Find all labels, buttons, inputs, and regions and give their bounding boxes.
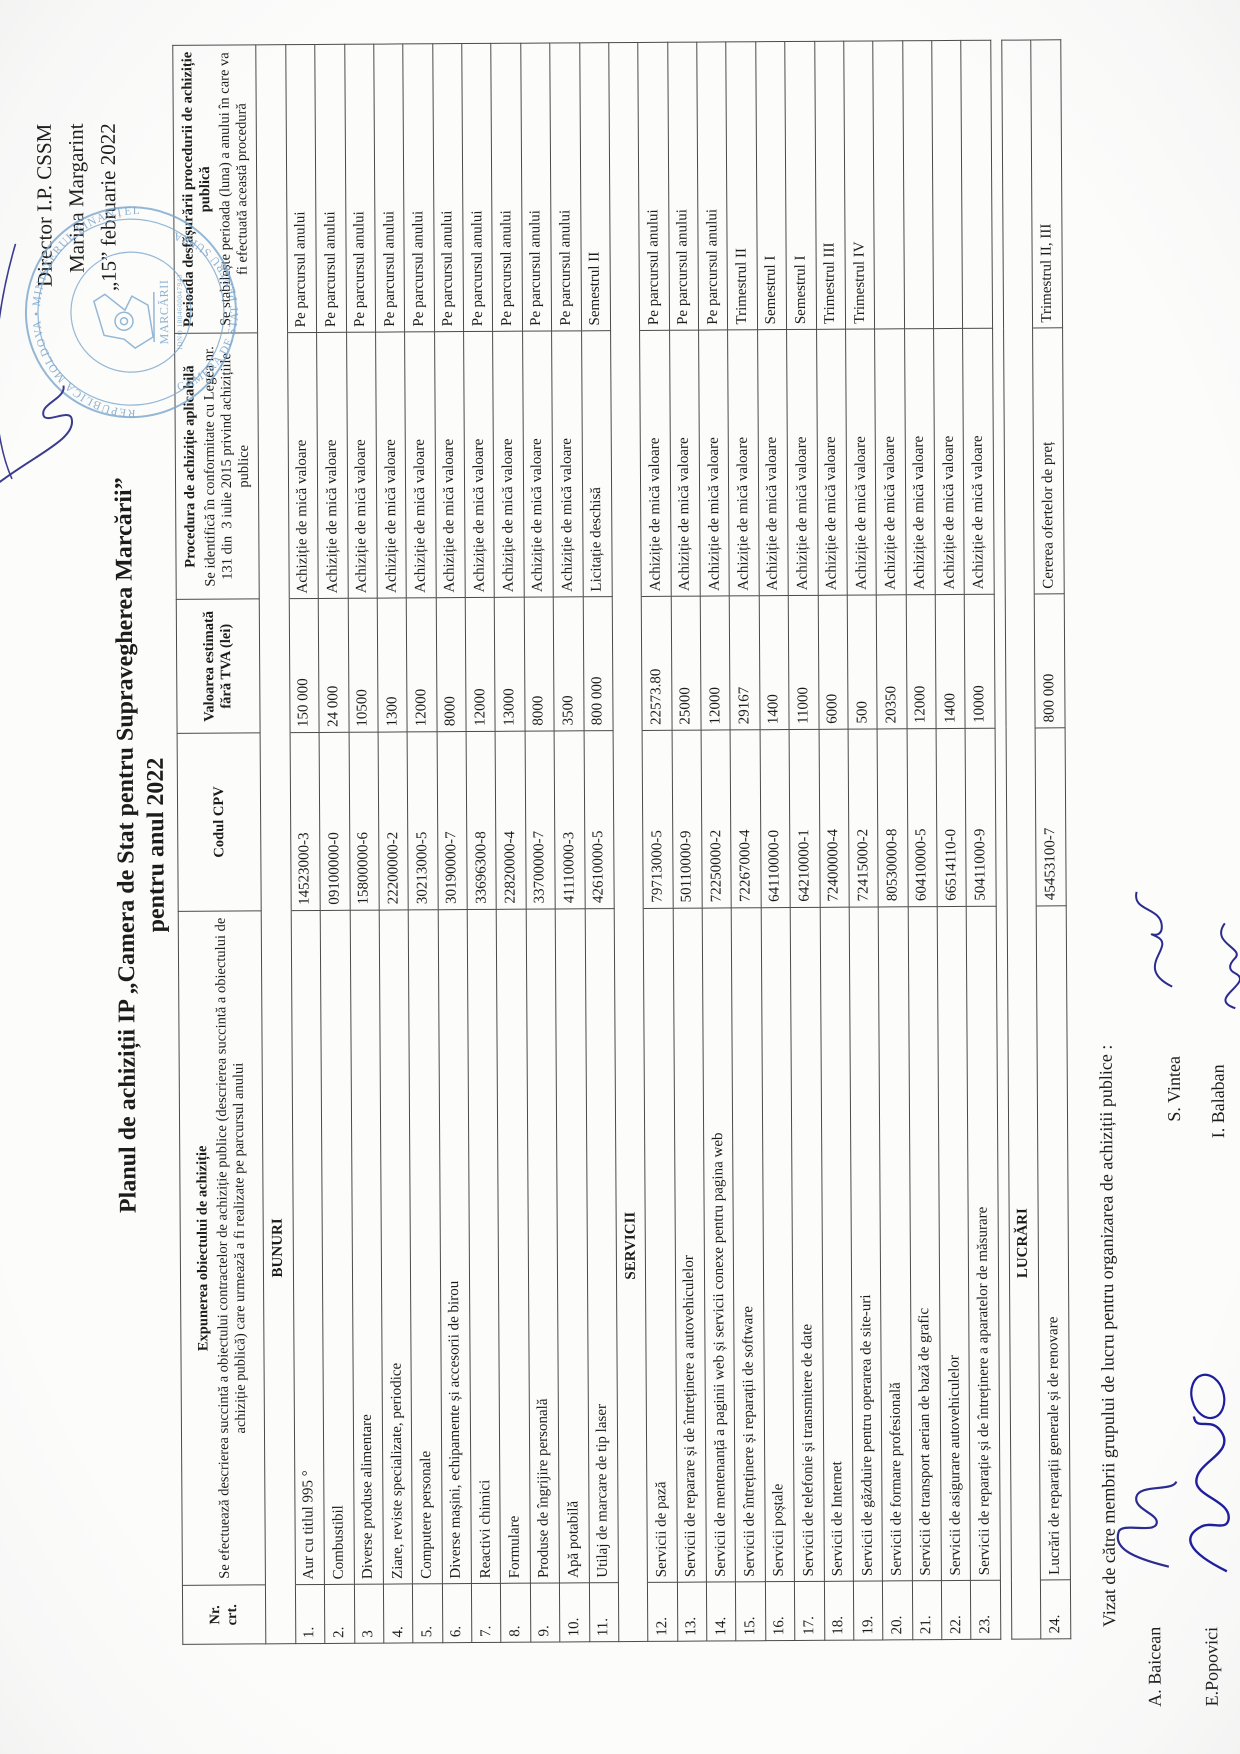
svg-text:IDNO 1004600047943: IDNO 1004600047943 xyxy=(176,274,184,350)
svg-text:MARCĂRII: MARCĂRII xyxy=(157,279,171,344)
